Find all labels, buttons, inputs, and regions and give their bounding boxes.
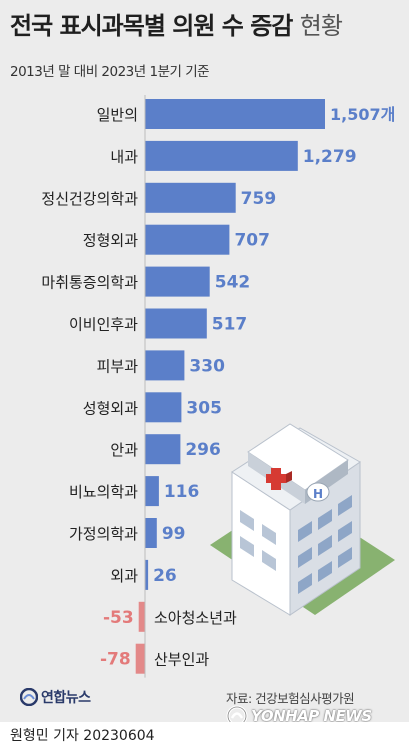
category-label-13: 산부인과 [154,651,209,669]
category-label-9: 비뇨의학과 [69,483,138,501]
bar-6 [145,350,185,381]
bar-11 [145,559,149,590]
bar-12 [138,601,145,632]
category-label-7: 성형외과 [83,399,138,417]
bar-1 [145,140,298,171]
value-label-12: -53 [103,608,134,628]
value-label-1: 1,279 [303,147,357,167]
value-label-6: 330 [189,356,225,376]
chart-title: 전국 표시과목별 의원 수 증감 현황 [10,6,343,41]
category-label-6: 피부과 [97,357,139,375]
bar-5 [145,308,207,339]
chart-subtitle: 2013년 말 대비 2023년 1분기 기준 [10,64,210,80]
value-label-2: 759 [241,189,276,209]
category-label-10: 가정의학과 [69,525,138,543]
bar-2 [145,182,236,213]
title-main: 전국 표시과목별 의원 수 증감 [10,12,293,40]
value-label-11: 26 [153,566,177,586]
bar-4 [145,266,210,297]
value-label-8: 296 [185,440,221,460]
category-label-11: 외과 [110,567,138,585]
bar-7 [145,392,182,423]
value-label-5: 517 [212,315,248,335]
hospital-sign: H [313,487,323,501]
yonhap-logo: 연합뉴스 [20,687,91,707]
watermark-text: YONHAP NEWS [251,707,372,725]
logo-text: 연합뉴스 [41,690,91,706]
category-label-3: 정형외과 [83,232,138,250]
yonhap-logo-icon [20,688,38,706]
bar-9 [145,476,159,507]
source-note: 자료: 건강보험심사평가원 [226,691,355,706]
footer-bar: 원형민 기자 20230604 [0,722,409,750]
value-label-7: 305 [186,398,222,418]
hospital-building-icon: H [210,423,395,616]
value-label-10: 99 [162,524,186,544]
bar-0 [145,99,325,129]
category-label-0: 일반의 [97,106,138,124]
reporter-credit: 원형민 기자 20230604 [10,728,155,744]
category-label-2: 정신건강의학과 [41,190,138,208]
value-label-9: 116 [164,482,200,502]
bar-3 [145,224,230,255]
category-label-5: 이비인후과 [69,316,138,334]
title-suffix: 현황 [299,12,343,40]
value-label-3: 707 [234,231,270,251]
value-label-0: 1,507개 [330,105,395,124]
category-label-12: 소아청소년과 [154,609,237,627]
bar-13 [135,643,145,674]
category-label-8: 안과 [110,441,138,459]
value-label-4: 542 [215,273,251,293]
value-label-13: -78 [100,650,131,670]
bar-8 [145,434,181,465]
category-label-1: 내과 [110,148,138,166]
bar-10 [145,518,157,548]
category-label-4: 마취통증의학과 [41,274,138,292]
